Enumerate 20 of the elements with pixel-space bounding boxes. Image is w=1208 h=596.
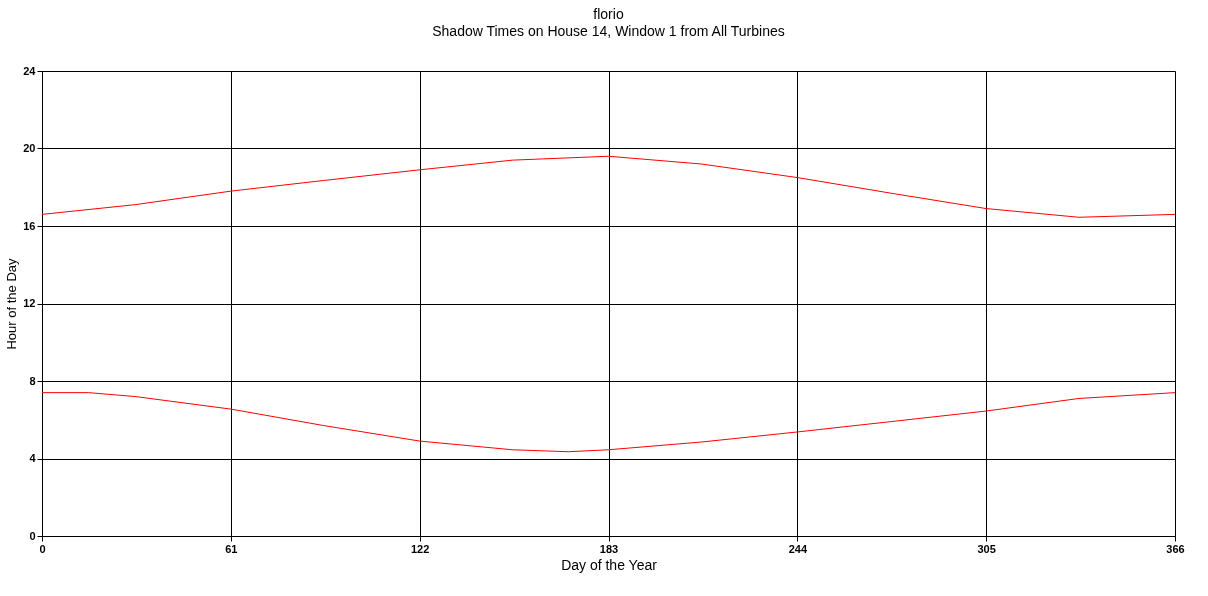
line-series <box>41 155 1176 218</box>
y-axis-title: Hour of the Day <box>4 257 20 350</box>
x-tick-label: 183 <box>599 542 619 555</box>
x-tick-label: 61 <box>225 542 238 555</box>
x-tick-label: 122 <box>410 542 430 555</box>
y-tick-label: 12 <box>23 297 36 309</box>
y-tick-label: 4 <box>29 452 37 464</box>
x-tick-label: 366 <box>1166 542 1185 555</box>
y-tick-label: 0 <box>29 529 36 542</box>
x-tick-label: 244 <box>788 542 808 555</box>
x-tick-label: 0 <box>39 542 46 555</box>
x-tick-label: 305 <box>977 542 996 555</box>
chart-title: florio <box>593 6 624 22</box>
y-tick-label: 20 <box>23 142 36 154</box>
x-axis-title: Day of the Year <box>561 556 658 573</box>
y-tick-label: 16 <box>23 219 36 232</box>
chart-subtitle: Shadow Times on House 14, Window 1 from All Turbines <box>432 23 785 39</box>
y-tick-label: 24 <box>23 64 37 77</box>
line-series <box>41 392 1176 453</box>
y-tick-label: 8 <box>29 374 36 387</box>
